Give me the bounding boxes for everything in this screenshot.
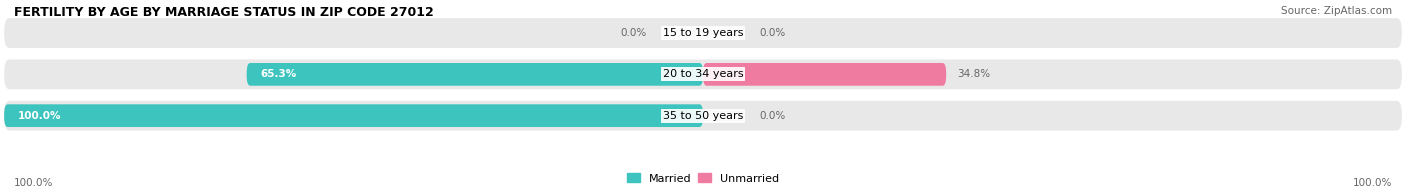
Text: 20 to 34 years: 20 to 34 years [662, 69, 744, 79]
FancyBboxPatch shape [4, 60, 1402, 89]
Text: 34.8%: 34.8% [957, 69, 990, 79]
FancyBboxPatch shape [703, 63, 946, 86]
Legend: Married, Unmarried: Married, Unmarried [623, 169, 783, 188]
Text: 0.0%: 0.0% [621, 28, 647, 38]
Text: FERTILITY BY AGE BY MARRIAGE STATUS IN ZIP CODE 27012: FERTILITY BY AGE BY MARRIAGE STATUS IN Z… [14, 6, 434, 19]
FancyBboxPatch shape [4, 104, 703, 127]
FancyBboxPatch shape [4, 18, 1402, 48]
Text: 100.0%: 100.0% [18, 111, 62, 121]
Text: 35 to 50 years: 35 to 50 years [662, 111, 744, 121]
FancyBboxPatch shape [4, 101, 1402, 131]
Text: 100.0%: 100.0% [14, 178, 53, 188]
Text: Source: ZipAtlas.com: Source: ZipAtlas.com [1281, 6, 1392, 16]
Text: 15 to 19 years: 15 to 19 years [662, 28, 744, 38]
Text: 65.3%: 65.3% [260, 69, 297, 79]
FancyBboxPatch shape [246, 63, 703, 86]
Text: 0.0%: 0.0% [759, 111, 785, 121]
Text: 100.0%: 100.0% [1353, 178, 1392, 188]
Text: 0.0%: 0.0% [759, 28, 785, 38]
